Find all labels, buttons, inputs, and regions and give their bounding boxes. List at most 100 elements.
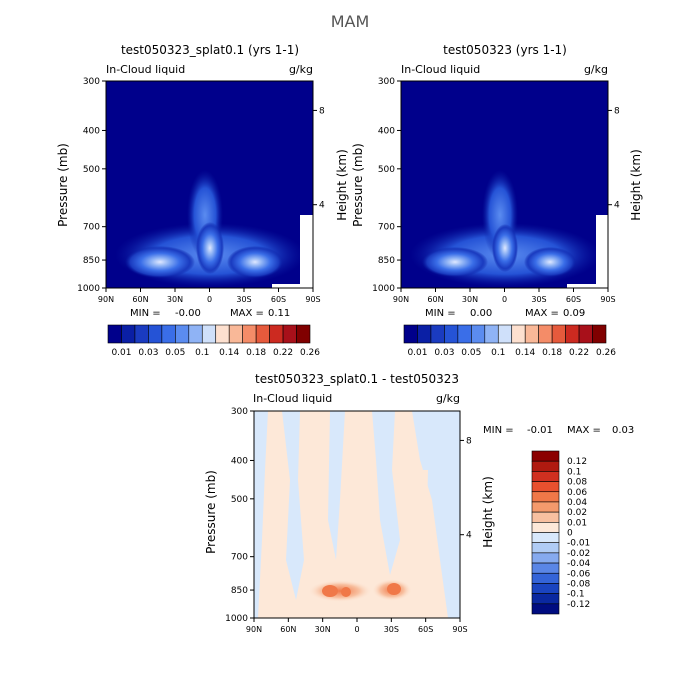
- x-tick-label: 30N: [462, 295, 478, 304]
- colorbar-swatch: [242, 324, 257, 344]
- colorbar-label: -0.1: [567, 590, 585, 600]
- colorbar-swatch: [269, 324, 284, 344]
- panel-1: test050323_splat0.1 (yrs 1-1) In-Cloud l…: [56, 43, 349, 358]
- colorbar-swatch: [188, 324, 203, 344]
- colorbar-label: 0.01: [111, 348, 131, 358]
- colorbar-swatch: [531, 603, 560, 615]
- colorbar-swatch: [417, 324, 432, 344]
- y-tick-label: 1000: [77, 284, 100, 294]
- panel-2-y2-axis-title: Height (km): [629, 149, 643, 220]
- colorbar-swatch: [121, 324, 136, 344]
- y-tick-label: 850: [378, 256, 395, 266]
- colorbar-swatch: [592, 324, 607, 344]
- colorbar-label: 0.1: [567, 467, 581, 477]
- panel-1-y-axis: 300 400 500 700 850 1000: [77, 77, 106, 294]
- colorbar-label: -0.08: [567, 579, 591, 589]
- colorbar-swatch: [403, 324, 418, 344]
- colorbar-label: 0.01: [567, 518, 587, 528]
- panel-1-colorbar: 0.01 0.03 0.05 0.1 0.14 0.18 0.22 0.26: [107, 324, 320, 358]
- colorbar-label: 0.1: [195, 348, 209, 358]
- colorbar-swatch: [457, 324, 472, 344]
- y2-tick-label: 4: [319, 201, 325, 211]
- colorbar-label: 0.22: [273, 348, 293, 358]
- panel-2-variable-label: In-Cloud liquid: [401, 63, 480, 76]
- y-tick-label: 700: [231, 553, 248, 563]
- y2-tick-label: 8: [466, 436, 472, 446]
- panel-3-y2-axis-title: Height (km): [481, 476, 495, 547]
- x-tick-label: 90S: [452, 625, 467, 634]
- colorbar-label: -0.01: [567, 539, 590, 549]
- y-tick-label: 500: [83, 165, 100, 175]
- colorbar-swatch: [538, 324, 553, 344]
- y2-tick-label: 8: [614, 106, 620, 116]
- panel-1-y-axis-title: Pressure (mb): [56, 143, 70, 227]
- panel-1-max-value: 0.11: [268, 308, 290, 319]
- panel-3-units-label: g/kg: [436, 392, 460, 405]
- y-tick-label: 1000: [225, 614, 248, 624]
- colorbar-label: 0.26: [300, 348, 320, 358]
- y-tick-label: 300: [231, 407, 248, 417]
- panel-3-y-axis: 300 400 500 700 850 1000: [225, 407, 254, 624]
- x-tick-label: 0: [207, 295, 212, 304]
- panel-2: test050323 (yrs 1-1) In-Cloud liquid g/k…: [351, 43, 643, 358]
- panel-2-colorbar: 0.01 0.03 0.05 0.1 0.14 0.18 0.22 0.26: [403, 324, 616, 358]
- colorbar-swatch: [215, 324, 230, 344]
- colorbar-swatch: [531, 501, 560, 513]
- panel-3-y2-axis: 84: [460, 436, 472, 541]
- colorbar-swatch: [148, 324, 163, 344]
- colorbar-label: -0.06: [567, 569, 591, 579]
- colorbar-label: -0.04: [567, 559, 591, 569]
- colorbar-label: 0.14: [515, 348, 535, 358]
- x-tick-label: 0: [354, 625, 359, 634]
- colorbar-swatch: [430, 324, 445, 344]
- colorbar-swatch: [282, 324, 297, 344]
- y-tick-label: 400: [83, 126, 100, 136]
- y-tick-label: 850: [231, 586, 248, 596]
- colorbar-swatch: [531, 542, 560, 554]
- x-tick-label: 60S: [418, 625, 433, 634]
- x-tick-label: 60S: [271, 295, 286, 304]
- panel-2-max-value: 0.09: [563, 308, 585, 319]
- panel-2-y-axis: 300 400 500 700 850 1000: [372, 77, 401, 294]
- colorbar-swatch: [531, 552, 560, 564]
- colorbar-label: 0.18: [542, 348, 562, 358]
- y2-tick-label: 4: [614, 201, 620, 211]
- colorbar-swatch: [444, 324, 459, 344]
- x-tick-label: 90S: [305, 295, 320, 304]
- x-tick-label: 30S: [236, 295, 251, 304]
- y-tick-label: 500: [378, 165, 395, 175]
- x-tick-label: 60N: [280, 625, 296, 634]
- panel-3-min-label: MIN =: [483, 425, 514, 436]
- panel-2-min-label: MIN =: [425, 308, 456, 319]
- colorbar-swatch: [565, 324, 580, 344]
- colorbar-swatch: [524, 324, 539, 344]
- colorbar-label: 0.18: [246, 348, 266, 358]
- panel-1-title: test050323_splat0.1 (yrs 1-1): [121, 43, 299, 57]
- panel-3-contours: [254, 411, 460, 618]
- colorbar-swatch: [531, 511, 560, 523]
- panel-3-min-value: -0.01: [527, 425, 553, 436]
- panel-1-min-label: MIN =: [130, 308, 161, 319]
- colorbar-swatch: [531, 460, 560, 472]
- panel-3-colorbar: 0.120.10.080.060.040.020.010-0.01-0.02-0…: [531, 450, 591, 615]
- colorbar-label: 0.14: [219, 348, 239, 358]
- colorbar-swatch: [134, 324, 149, 344]
- colorbar-swatch: [255, 324, 270, 344]
- y-tick-label: 400: [231, 456, 248, 466]
- colorbar-swatch: [484, 324, 499, 344]
- x-tick-label: 90N: [393, 295, 409, 304]
- panel-2-min-value: 0.00: [470, 308, 492, 319]
- y2-tick-label: 8: [319, 106, 325, 116]
- colorbar-label: 0.03: [138, 348, 158, 358]
- x-tick-label: 60N: [132, 295, 148, 304]
- colorbar-label: 0.05: [461, 348, 481, 358]
- colorbar-label: 0.26: [596, 348, 616, 358]
- colorbar-label: 0.08: [567, 478, 587, 488]
- panel-3-max-label: MAX =: [567, 425, 601, 436]
- x-tick-label: 0: [502, 295, 507, 304]
- panel-3-x-axis: 90N 60N 30N 0 30S 60S 90S: [246, 618, 468, 634]
- colorbar-swatch: [531, 583, 560, 594]
- panel-2-y-axis-title: Pressure (mb): [351, 143, 365, 227]
- panel-1-y2-axis: 84: [313, 106, 325, 211]
- colorbar-label: 0.03: [434, 348, 454, 358]
